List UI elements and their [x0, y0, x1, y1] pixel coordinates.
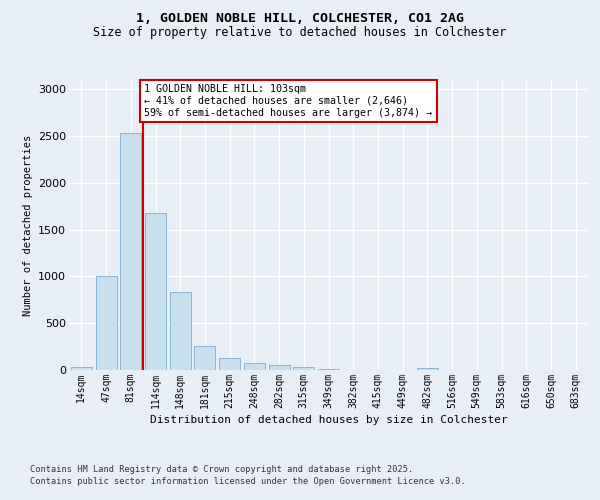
- Bar: [71, 366, 92, 370]
- Bar: [318, 368, 339, 370]
- Bar: [219, 358, 240, 370]
- Text: 1 GOLDEN NOBLE HILL: 103sqm
← 41% of detached houses are smaller (2,646)
59% of : 1 GOLDEN NOBLE HILL: 103sqm ← 41% of det…: [144, 84, 432, 117]
- Bar: [145, 213, 166, 370]
- Bar: [244, 362, 265, 370]
- Text: Size of property relative to detached houses in Colchester: Size of property relative to detached ho…: [94, 26, 506, 39]
- Bar: [417, 368, 438, 370]
- Text: Contains HM Land Registry data © Crown copyright and database right 2025.: Contains HM Land Registry data © Crown c…: [30, 465, 413, 474]
- Bar: [170, 292, 191, 370]
- Bar: [293, 367, 314, 370]
- Bar: [120, 134, 141, 370]
- Bar: [269, 365, 290, 370]
- Bar: [194, 346, 215, 370]
- Text: Contains public sector information licensed under the Open Government Licence v3: Contains public sector information licen…: [30, 477, 466, 486]
- Y-axis label: Number of detached properties: Number of detached properties: [23, 134, 32, 316]
- X-axis label: Distribution of detached houses by size in Colchester: Distribution of detached houses by size …: [149, 415, 508, 425]
- Text: 1, GOLDEN NOBLE HILL, COLCHESTER, CO1 2AG: 1, GOLDEN NOBLE HILL, COLCHESTER, CO1 2A…: [136, 12, 464, 26]
- Bar: [95, 276, 116, 370]
